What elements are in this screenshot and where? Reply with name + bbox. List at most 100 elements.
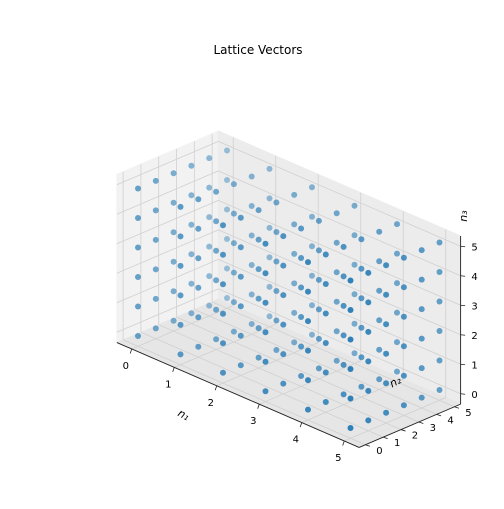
- data-point: [322, 369, 329, 376]
- x-tick-label: 3: [250, 416, 256, 427]
- data-point: [298, 373, 305, 379]
- data-point: [383, 409, 390, 416]
- z-tick-mark: [460, 275, 466, 277]
- data-point: [135, 215, 141, 221]
- data-point: [351, 202, 358, 209]
- data-point: [291, 221, 298, 228]
- data-point: [305, 259, 311, 266]
- data-point: [347, 307, 354, 313]
- data-point: [394, 368, 400, 375]
- z-tick-label: 0: [471, 390, 477, 401]
- y-tick-label: 2: [412, 431, 418, 442]
- data-point: [273, 347, 280, 353]
- data-point: [206, 302, 213, 309]
- data-point: [436, 357, 443, 364]
- x-axis-label: n₁: [176, 406, 192, 423]
- data-point: [298, 284, 305, 291]
- data-point: [213, 336, 220, 343]
- grid-line: [174, 323, 276, 368]
- data-point: [309, 213, 315, 220]
- data-point: [347, 277, 354, 284]
- data-point: [291, 280, 298, 287]
- grid-line: [131, 305, 234, 350]
- x-tick-label: 0: [123, 361, 129, 372]
- data-point: [376, 346, 383, 353]
- grid-line: [218, 288, 461, 395]
- data-point: [273, 317, 280, 324]
- grid-line: [116, 200, 219, 245]
- x-axis-line: [116, 342, 360, 448]
- data-point: [394, 250, 400, 257]
- data-point: [322, 340, 329, 346]
- data-point: [376, 228, 383, 235]
- x-tick-mark: [172, 367, 175, 373]
- data-point: [340, 273, 347, 280]
- data-point: [305, 288, 311, 295]
- x-tick-mark: [129, 348, 133, 354]
- data-point: [230, 299, 237, 306]
- data-point: [383, 291, 390, 298]
- data-point: [188, 162, 195, 169]
- data-point: [266, 313, 273, 320]
- data-point: [376, 287, 383, 294]
- x-tick-label: 5: [335, 453, 341, 464]
- data-point: [195, 196, 202, 203]
- data-point: [248, 232, 255, 239]
- data-point: [224, 236, 230, 242]
- grid-line: [216, 342, 319, 387]
- data-point: [394, 221, 400, 228]
- z-tick-label: 2: [471, 331, 477, 342]
- grid-line: [176, 316, 419, 423]
- data-point: [170, 199, 177, 206]
- data-point: [255, 295, 262, 302]
- x-tick-mark: [214, 385, 218, 391]
- data-point: [177, 203, 184, 210]
- data-point: [224, 177, 230, 183]
- data-point: [273, 229, 280, 235]
- data-point: [383, 262, 390, 269]
- y-tick-mark: [365, 444, 371, 447]
- data-point: [220, 310, 226, 317]
- data-point: [220, 251, 226, 258]
- data-point: [280, 380, 287, 387]
- data-point: [322, 399, 329, 405]
- data-point: [188, 192, 195, 199]
- data-point: [383, 380, 390, 387]
- data-point: [358, 324, 365, 331]
- z-tick-mark: [460, 393, 466, 395]
- data-point: [291, 250, 298, 257]
- data-point: [255, 236, 262, 243]
- data-point: [152, 236, 159, 243]
- data-point: [315, 247, 322, 254]
- chart-title: Lattice Vectors: [213, 43, 302, 57]
- data-point: [135, 303, 141, 310]
- grid-line: [116, 141, 219, 186]
- data-point: [237, 273, 244, 280]
- data-point: [291, 339, 298, 346]
- data-point: [273, 288, 280, 294]
- data-point: [220, 281, 226, 288]
- x-tick-label: 2: [208, 398, 214, 409]
- data-point: [262, 329, 269, 336]
- data-point: [394, 309, 400, 316]
- data-point: [376, 376, 383, 383]
- data-point: [248, 291, 255, 298]
- grid-line: [116, 259, 219, 304]
- data-point: [365, 328, 372, 335]
- data-point: [177, 351, 184, 358]
- data-point: [188, 310, 195, 317]
- data-point: [213, 306, 220, 313]
- data-point: [152, 295, 159, 302]
- data-point: [315, 365, 322, 372]
- data-point: [262, 358, 269, 365]
- data-point: [298, 225, 305, 232]
- z-axis-label: n₃: [457, 210, 470, 222]
- grid-lines: [116, 133, 461, 446]
- grid-line: [218, 200, 461, 306]
- data-point: [195, 255, 202, 262]
- data-point: [351, 350, 358, 357]
- grid-line: [122, 339, 366, 446]
- data-point: [347, 366, 354, 372]
- data-point: [351, 291, 358, 298]
- grid-line: [344, 397, 446, 442]
